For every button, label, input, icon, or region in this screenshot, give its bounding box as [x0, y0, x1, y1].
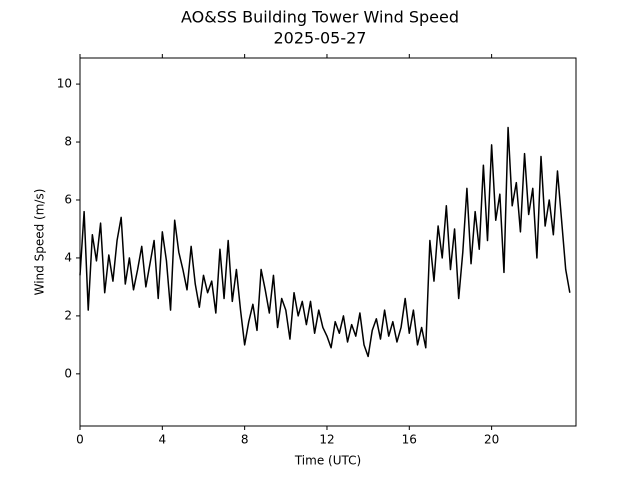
x-tick-label: 8	[241, 433, 249, 447]
x-tick-label: 20	[484, 433, 499, 447]
x-tick-label: 12	[319, 433, 334, 447]
wind-speed-line	[79, 126, 571, 358]
chart-subtitle: 2025-05-27	[274, 29, 367, 48]
y-tick-label: 2	[64, 308, 72, 322]
chart-title: AO&SS Building Tower Wind Speed	[181, 8, 459, 27]
y-tick-label: 10	[57, 77, 72, 91]
y-tick-label: 6	[64, 192, 72, 206]
x-tick-label: 0	[76, 433, 84, 447]
y-tick-label: 8	[64, 135, 72, 149]
y-tick-label: 0	[64, 366, 72, 380]
x-axis-label: Time (UTC)	[294, 454, 361, 468]
y-axis-label: Wind Speed (m/s)	[33, 189, 47, 296]
y-tick-label: 4	[64, 250, 72, 264]
x-tick-label: 16	[402, 433, 417, 447]
plot-frame	[79, 57, 577, 427]
x-tick-label: 4	[159, 433, 167, 447]
